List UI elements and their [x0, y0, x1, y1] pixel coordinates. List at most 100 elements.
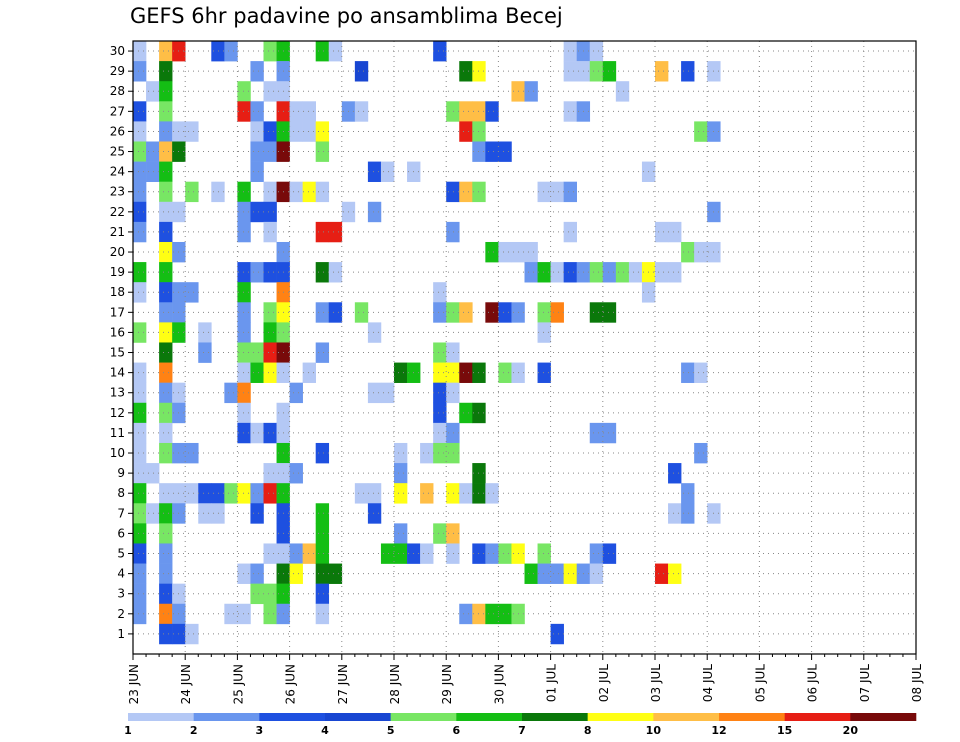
heatmap-cell	[224, 382, 238, 404]
heatmap-cell	[446, 422, 460, 444]
heatmap-cell	[289, 382, 303, 404]
heatmap-cell	[315, 342, 330, 363]
heatmap-cell	[159, 623, 173, 645]
heatmap-cell	[446, 382, 460, 404]
heatmap-cell	[263, 81, 277, 102]
heatmap-cell	[485, 101, 499, 122]
heatmap-cell	[602, 302, 617, 323]
heatmap-cell	[668, 262, 682, 283]
colorbar-swatch	[850, 713, 917, 721]
heatmap-cell	[367, 382, 382, 404]
x-tick-label: 03 JUL	[649, 664, 663, 702]
heatmap-cell	[485, 302, 499, 323]
heatmap-cell	[133, 402, 147, 424]
heatmap-cell	[133, 121, 147, 142]
heatmap-cell	[433, 402, 447, 424]
heatmap-cell	[133, 503, 147, 524]
heatmap-cell	[146, 141, 160, 162]
heatmap-cell	[224, 41, 238, 62]
heatmap-cell	[315, 302, 330, 323]
heatmap-cell	[433, 523, 447, 544]
heatmap-cell	[133, 442, 147, 464]
heatmap-cell	[394, 463, 408, 484]
y-tick-label: 22	[110, 205, 125, 219]
heatmap-cell	[250, 362, 264, 383]
heatmap-cell	[159, 121, 173, 142]
heatmap-cell	[159, 322, 173, 343]
heatmap-cell	[354, 302, 369, 323]
heatmap-cell	[263, 41, 277, 62]
y-tick-label: 25	[110, 145, 125, 159]
colorbar-label: 8	[584, 724, 592, 737]
y-tick-label: 26	[110, 124, 125, 138]
heatmap-cell	[589, 262, 604, 283]
heatmap-cell	[263, 583, 277, 605]
heatmap-cell	[655, 61, 669, 82]
colorbar-label: 10	[646, 724, 662, 737]
heatmap-cell	[485, 543, 499, 564]
heatmap-cell	[694, 442, 708, 464]
heatmap-cell	[589, 543, 604, 564]
heatmap-cell	[159, 483, 173, 504]
heatmap-cell	[537, 302, 551, 323]
heatmap-cell	[485, 241, 499, 263]
colorbar-swatch	[456, 713, 523, 721]
heatmap-cell	[537, 322, 551, 343]
heatmap-cell	[237, 382, 251, 404]
heatmap-cell	[589, 61, 604, 82]
heatmap-cell	[159, 362, 173, 383]
heatmap-cell	[159, 302, 173, 323]
colorbar-swatch	[522, 713, 588, 721]
heatmap-cell	[250, 583, 264, 605]
heatmap-cell	[563, 61, 577, 82]
grid-lines	[133, 41, 916, 654]
heatmap-cell	[146, 503, 160, 524]
heatmap-cell	[433, 442, 447, 464]
heatmap-cell	[159, 563, 173, 584]
heatmap-cell	[446, 302, 460, 323]
colorbar-swatch	[128, 713, 194, 721]
heatmap-cell	[315, 262, 330, 283]
heatmap-cell	[446, 543, 460, 564]
heatmap-cell	[289, 463, 303, 484]
heatmap-cell	[485, 603, 499, 625]
heatmap-cell	[250, 342, 264, 363]
colorbar-swatch	[587, 713, 654, 721]
y-tick-label: 13	[110, 386, 125, 400]
colorbar-swatch	[719, 713, 785, 721]
y-tick-label: 30	[110, 44, 125, 58]
heatmap-cell	[694, 241, 708, 263]
heatmap-cell	[681, 362, 695, 383]
heatmap-cell	[563, 262, 577, 283]
heatmap-cell	[550, 181, 564, 203]
heatmap-cell	[459, 61, 473, 82]
heatmap-cell	[250, 161, 264, 182]
heatmap-cell	[237, 101, 251, 122]
heatmap-cell	[498, 302, 512, 323]
heatmap-cell	[615, 81, 630, 102]
y-tick-label: 8	[117, 486, 125, 500]
heatmap-cell	[524, 563, 538, 584]
heatmap-cell	[159, 402, 173, 424]
x-tick-label: 29 JUN	[440, 664, 454, 704]
heatmap-cell	[250, 141, 264, 162]
heatmap-cell	[250, 61, 264, 82]
heatmap-cell	[159, 61, 173, 82]
heatmap-cell	[133, 161, 147, 182]
heatmap-cell	[159, 422, 173, 444]
heatmap-cell	[524, 81, 538, 102]
heatmap-cell	[237, 402, 251, 424]
heatmap-cell	[237, 362, 251, 383]
heatmap-cell	[655, 563, 669, 584]
x-tick-label: 05 JUL	[753, 664, 767, 702]
heatmap-cell	[185, 121, 199, 142]
heatmap-cell	[133, 221, 147, 243]
heatmap-cell	[498, 543, 512, 564]
y-tick-label: 17	[110, 305, 125, 319]
heatmap-cell	[263, 181, 277, 203]
x-tick-label: 30 JUN	[492, 664, 506, 704]
heatmap-cell	[159, 241, 173, 263]
heatmap-cell	[133, 483, 147, 504]
heatmap-cell	[237, 201, 251, 223]
x-tick-label: 02 JUL	[597, 664, 611, 702]
